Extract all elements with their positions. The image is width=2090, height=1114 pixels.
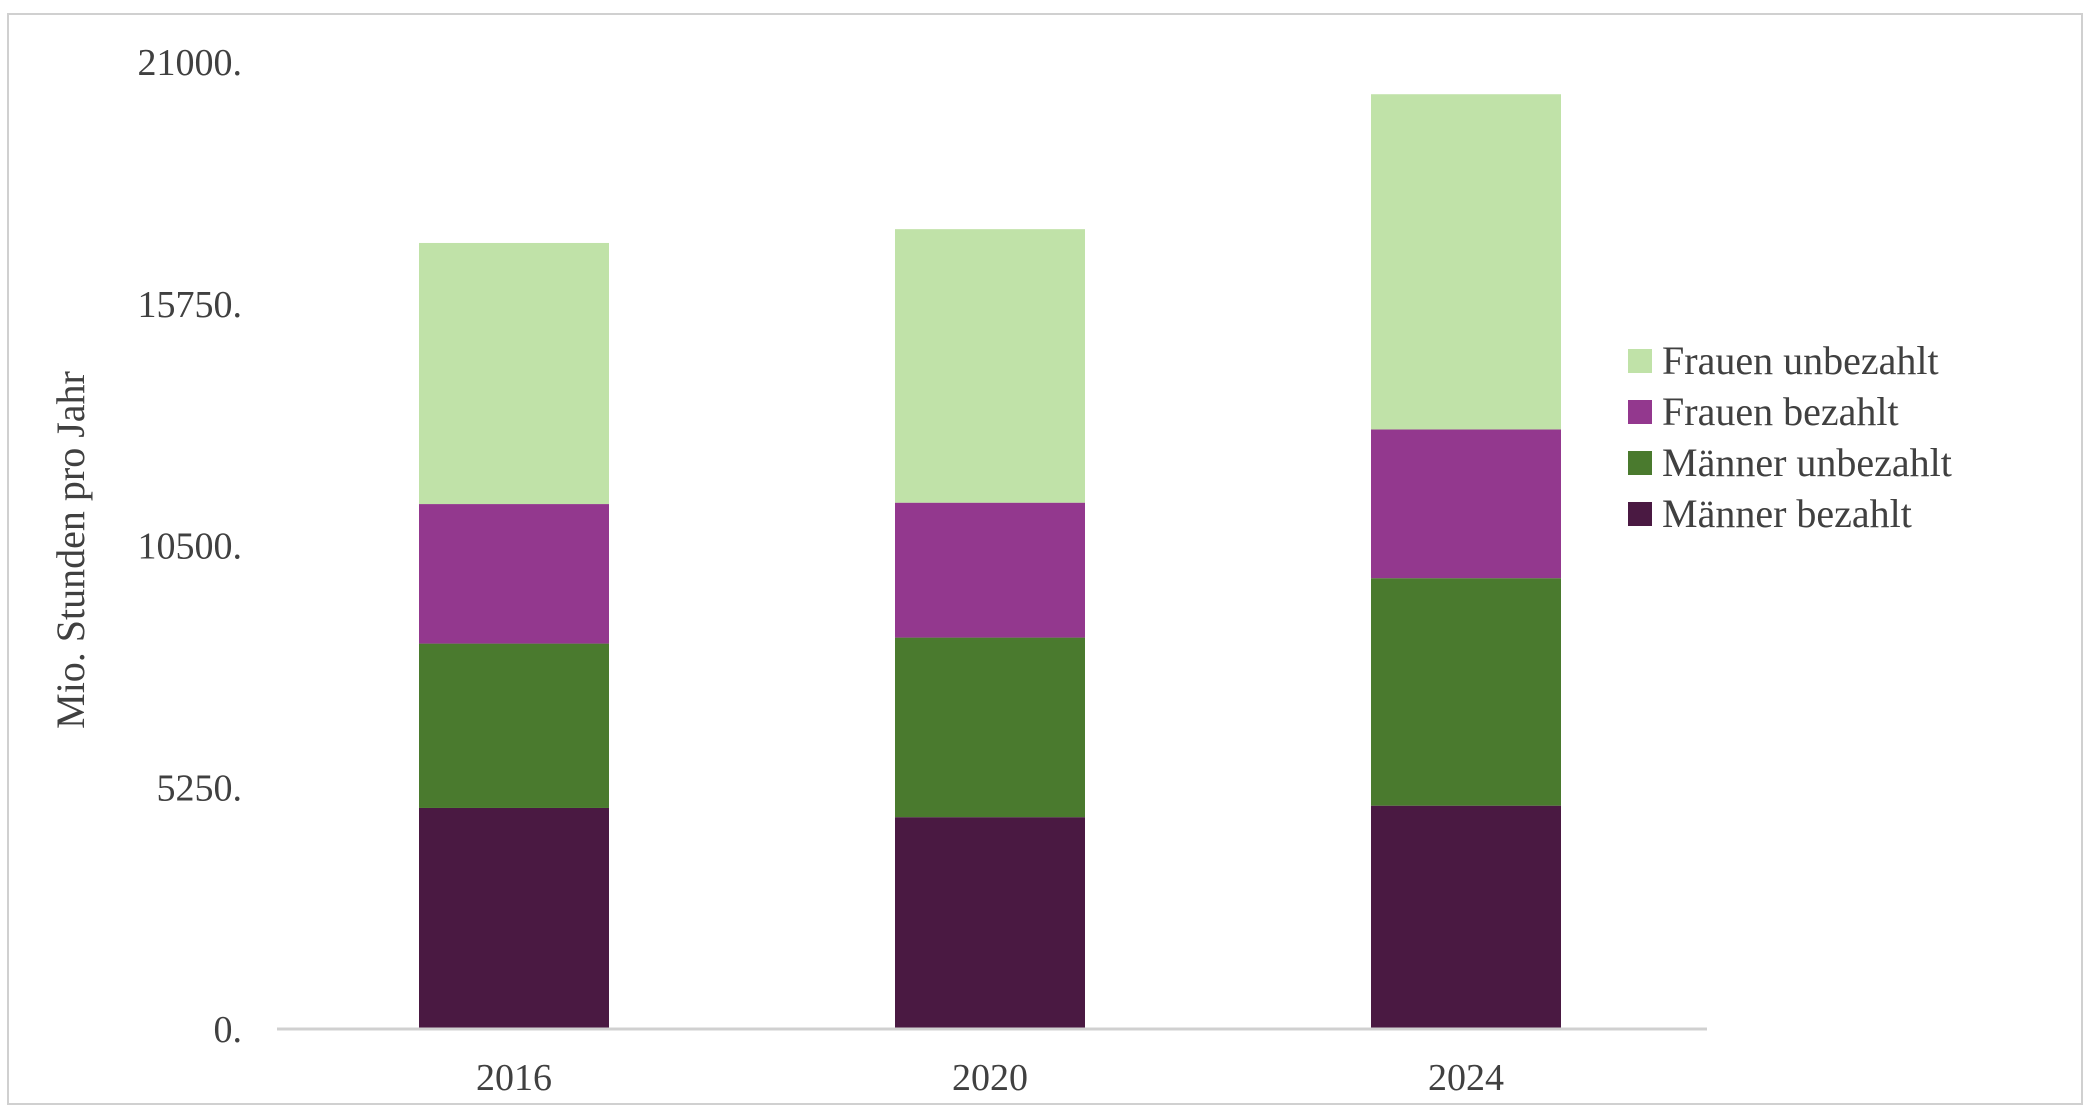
y-tick-label: 21000. <box>138 42 243 84</box>
y-axis-ticks: 0. 5250. 10500. 15750. 21000. <box>138 42 243 1051</box>
legend-label: Frauen unbezahlt <box>1662 338 1939 383</box>
bar-segment-2024-1 <box>1371 578 1561 806</box>
y-axis-title: Mio. Stunden pro Jahr <box>48 371 93 729</box>
legend-swatch <box>1628 400 1652 424</box>
x-tick-label: 2020 <box>952 1057 1028 1099</box>
legend-label: Männer unbezahlt <box>1662 440 1952 485</box>
bar-segment-2016-0 <box>419 807 609 1029</box>
y-tick-label: 5250. <box>157 767 243 809</box>
bar-segment-2024-3 <box>1371 94 1561 430</box>
legend-label: Frauen bezahlt <box>1662 389 1899 434</box>
y-tick-label: 15750. <box>138 284 243 326</box>
bar-segment-2020-3 <box>895 229 1085 503</box>
y-tick-label: 10500. <box>138 526 243 568</box>
bar-segment-2016-1 <box>419 643 609 808</box>
legend-swatch <box>1628 451 1652 475</box>
legend-label: Männer bezahlt <box>1662 491 1912 536</box>
bar-segment-2024-0 <box>1371 805 1561 1029</box>
bar-segment-2020-1 <box>895 637 1085 818</box>
bar-segment-2016-3 <box>419 242 609 505</box>
bar-segment-2020-0 <box>895 817 1085 1029</box>
y-tick-label: 0. <box>214 1009 243 1051</box>
x-tick-label: 2016 <box>476 1057 552 1099</box>
x-axis-ticks: 2016 2020 2024 <box>476 1057 1504 1099</box>
bar-segment-2016-2 <box>419 504 609 644</box>
bar-segment-2020-2 <box>895 502 1085 638</box>
bar-segment-2024-2 <box>1371 429 1561 579</box>
legend-swatch <box>1628 502 1652 526</box>
legend: Frauen unbezahlt Frauen bezahlt Männer unb… <box>1628 338 1952 536</box>
legend-swatch <box>1628 349 1652 373</box>
bars <box>419 94 1561 1029</box>
x-tick-label: 2024 <box>1428 1057 1504 1099</box>
